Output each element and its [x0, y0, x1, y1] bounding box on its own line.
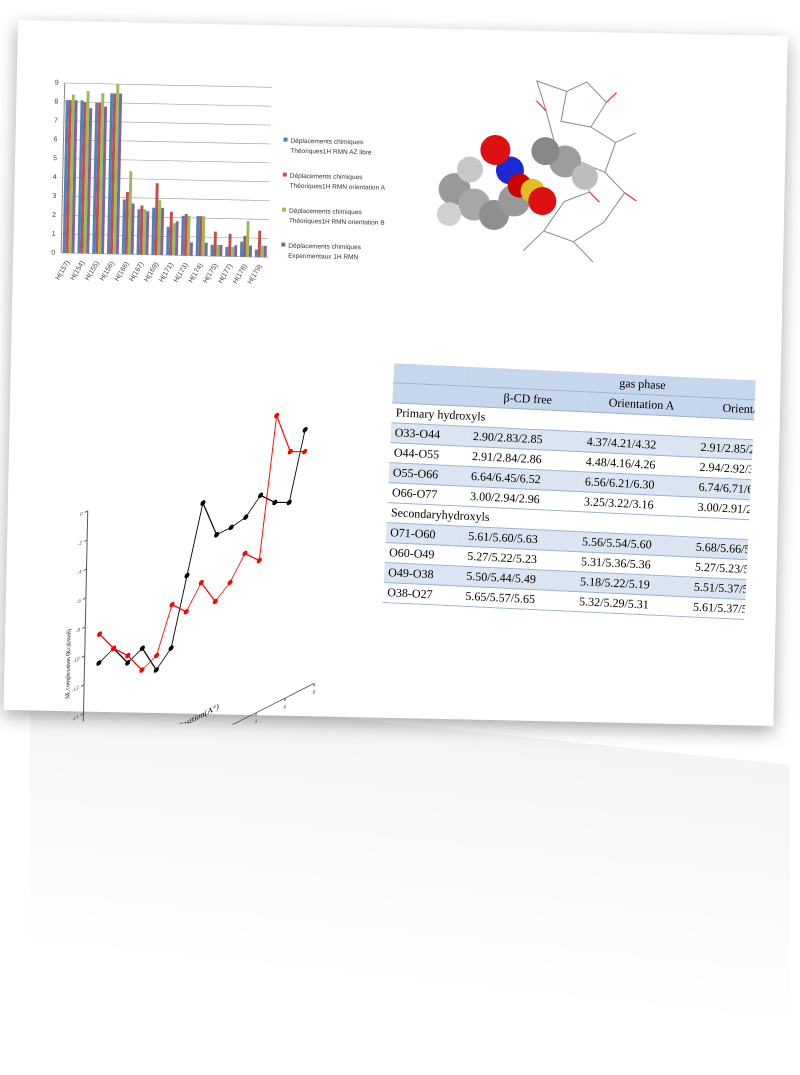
x-tick-label: H(179)	[247, 263, 264, 285]
point	[242, 550, 247, 558]
legend-swatch	[284, 138, 288, 142]
y-tick-label: -12	[72, 685, 79, 694]
point	[169, 644, 174, 652]
bar	[258, 231, 262, 258]
bar	[234, 245, 237, 256]
legend-label: Déplacements chimiquesThéoriques1H RMN A…	[290, 137, 372, 156]
point	[96, 659, 101, 667]
bar	[210, 245, 213, 256]
table-cell: O38-O27	[383, 583, 462, 607]
series-line	[98, 401, 305, 692]
y-tick-label: -10	[72, 656, 79, 665]
y-tick-label: 7	[54, 117, 58, 124]
point	[288, 448, 293, 456]
bar	[166, 227, 170, 255]
line-chart: -20-18-16-14-12-10-8-6-4-20-8-6-4-202468…	[23, 340, 371, 727]
y-tick-label: 1	[52, 231, 56, 238]
page: {"chart_data": [ {"type": "bar", "catego…	[0, 0, 800, 1043]
legend-swatch	[283, 173, 287, 177]
bar	[261, 246, 264, 257]
y-tick-label: 3	[52, 193, 56, 200]
y-tick-label: 4	[53, 174, 57, 181]
legend-swatch	[282, 208, 286, 212]
point	[154, 652, 159, 660]
point	[229, 524, 234, 532]
x-axis-label: Position(A°)	[178, 701, 219, 727]
series-line	[98, 430, 305, 699]
legend-label: Déplacements chimiquesThéoriques1H RMN o…	[289, 207, 385, 226]
x-tick-label: 6	[283, 704, 286, 711]
bar-chart: 0123456789H(157)H(154)H(155)H(156)H(166)…	[31, 50, 417, 348]
point	[214, 531, 219, 539]
point	[184, 572, 189, 580]
table-cell: 5.65/5.57/5.65	[461, 586, 576, 611]
point	[272, 499, 277, 507]
legend-label: Déplacements chimiquesExperimentaux 1H R…	[288, 242, 362, 261]
bar	[240, 242, 243, 257]
bar	[231, 247, 234, 257]
bar	[243, 236, 246, 257]
bar	[190, 242, 193, 255]
y-tick-label: -6	[76, 598, 81, 606]
table-cell: 5.32/5.29/5.31	[575, 592, 690, 617]
y-tick-label: 8	[54, 99, 58, 106]
molecule-image	[413, 48, 648, 273]
slide-reflection	[30, 685, 790, 1075]
bar	[264, 246, 267, 257]
legend-swatch	[281, 243, 285, 247]
point	[243, 513, 248, 521]
point	[169, 601, 174, 609]
x-tick-label: 8	[313, 689, 316, 696]
y-tick-label: -8	[76, 627, 81, 635]
point	[302, 448, 307, 456]
bar	[225, 247, 228, 257]
grid-line	[65, 83, 272, 87]
bar	[216, 245, 219, 256]
legend-label: Déplacements chimiquesThéoriques1H RMN o…	[290, 172, 386, 191]
bar	[249, 246, 252, 257]
y-tick-label: -4	[77, 569, 82, 577]
table-cell: 5.61/5.37/5.53	[689, 597, 756, 620]
point	[258, 492, 263, 500]
y-tick-label: -2	[78, 540, 83, 548]
bar	[228, 234, 231, 257]
bar	[219, 245, 222, 256]
y-tick-label: 6	[54, 136, 58, 143]
plot-area: -20-18-16-14-12-10-8-6-4-20-8-6-4-202468…	[62, 390, 322, 727]
x-tick-label: 4	[254, 719, 257, 726]
bar	[213, 232, 216, 257]
y-tick-label: 9	[55, 80, 59, 87]
y-tick-label: 5	[53, 155, 57, 162]
point	[303, 426, 308, 434]
point	[227, 579, 232, 587]
y-tick-label: 2	[52, 212, 56, 219]
point	[200, 499, 205, 507]
y-axis	[82, 511, 88, 727]
bar	[205, 243, 208, 256]
y-tick-label: 0	[51, 250, 55, 257]
point	[184, 608, 189, 616]
bar	[255, 249, 258, 257]
point	[287, 499, 292, 507]
y-tick-label: 0	[80, 511, 83, 518]
